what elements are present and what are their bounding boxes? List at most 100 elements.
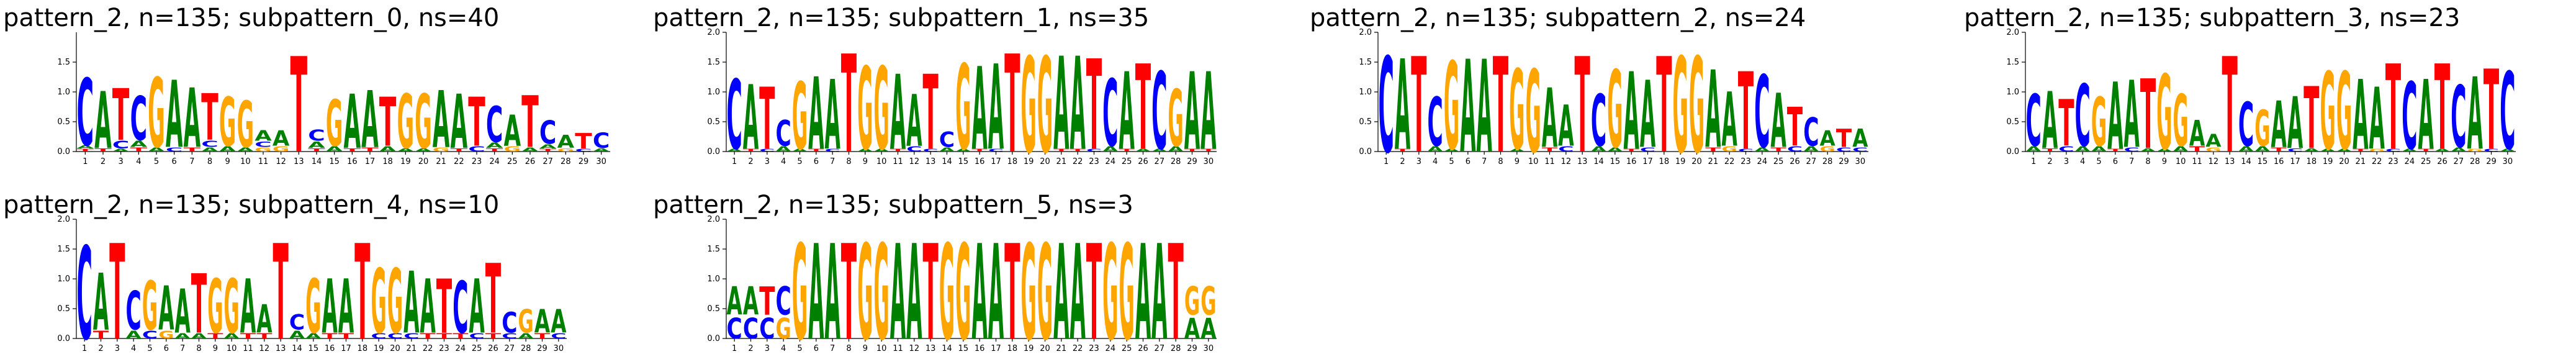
logo-letter-C: C <box>2026 80 2042 163</box>
logo-letter-T: T <box>338 332 354 340</box>
x-tick-label: 11 <box>893 157 903 166</box>
x-tick-label: 11 <box>258 157 269 166</box>
y-tick-label: 0.0 <box>707 147 720 157</box>
x-tick-label: 5 <box>797 157 802 166</box>
logo-letter-C: C <box>2500 52 2515 175</box>
x-tick-label: 13 <box>294 157 304 166</box>
x-tick-label: 14 <box>1593 157 1604 166</box>
logo-letter-A: A <box>175 332 191 340</box>
x-tick-label: 7 <box>1482 157 1487 166</box>
logo-letter-T: T <box>420 332 436 340</box>
y-tick-label: 0.0 <box>2006 147 2019 157</box>
logo-letter-T: T <box>1168 217 1184 354</box>
logo-letter-C: C <box>1803 109 1819 155</box>
logo-letter-A: A <box>2451 147 2467 153</box>
x-tick-label: 17 <box>2290 157 2300 166</box>
logo-letter-G: G <box>1607 48 1623 172</box>
x-tick-label: 6 <box>164 344 169 353</box>
x-tick-label: 17 <box>365 157 376 166</box>
logo-letter-A: A <box>2124 62 2140 170</box>
logo-letter-A: A <box>1771 78 1786 165</box>
x-tick-label: 23 <box>1089 157 1099 166</box>
logo-letter-A: A <box>808 57 824 173</box>
x-tick-label: 24 <box>2405 157 2415 166</box>
x-tick-label: 30 <box>1855 157 1866 166</box>
x-tick-label: 27 <box>1155 157 1165 166</box>
x-tick-label: 26 <box>1138 344 1148 353</box>
x-tick-label: 20 <box>2339 157 2349 166</box>
logo-letter-A: A <box>825 61 840 171</box>
logo-letter-A: A <box>1151 217 1167 354</box>
logo-letter-A: A <box>240 264 256 350</box>
logo-letter-T: T <box>1787 96 1803 158</box>
logo-letter-T: T <box>1119 148 1135 153</box>
logo-letter-G: G <box>1102 217 1118 354</box>
x-tick-label: 6 <box>814 344 819 353</box>
y-tick-label: 1.0 <box>57 275 70 284</box>
x-tick-label: 20 <box>418 157 429 166</box>
logo-letter-C: C <box>939 127 955 152</box>
x-tick-label: 30 <box>1204 344 1214 353</box>
x-tick-label: 21 <box>407 344 417 353</box>
logo-letter-G: G <box>939 217 955 354</box>
logo-letter-C: C <box>1852 147 1868 153</box>
logo-letter-T: T <box>207 332 223 340</box>
logo-letter-C: C <box>2484 148 2499 153</box>
x-tick-label: 5 <box>2096 157 2101 166</box>
logo-letter-A: A <box>322 264 338 350</box>
logo-letter-A: A <box>557 132 575 153</box>
x-tick-label: 8 <box>846 157 851 166</box>
logo-letter-A: A <box>415 148 432 153</box>
logo-letter-A: A <box>2026 145 2042 153</box>
logo-letter-A: A <box>2091 145 2107 153</box>
logo-letter-A: A <box>469 264 485 350</box>
logo-letter-G: G <box>1526 47 1541 178</box>
x-tick-label: 2 <box>748 157 753 166</box>
logo-letter-A: A <box>1803 145 1819 153</box>
logo-letter-C: C <box>453 267 468 350</box>
x-tick-label: 12 <box>909 157 920 166</box>
logo-letter-A: A <box>1200 51 1216 175</box>
logo-letter-G: G <box>397 79 415 166</box>
logo-letter-A: A <box>972 217 988 354</box>
logo-letter-T: T <box>759 279 775 324</box>
logo-letter-A: A <box>175 278 191 348</box>
x-tick-label: 5 <box>797 344 802 353</box>
x-tick-label: 29 <box>2486 157 2497 166</box>
logo-letter-A: A <box>112 148 130 153</box>
x-tick-label: 16 <box>325 344 335 353</box>
x-tick-label: 16 <box>975 344 985 353</box>
x-tick-label: 23 <box>1741 157 1751 166</box>
x-tick-label: 20 <box>1040 344 1050 353</box>
y-tick-label: 2.0 <box>707 215 720 224</box>
logo-letter-T: T <box>1395 148 1410 153</box>
x-tick-label: 9 <box>863 344 868 353</box>
logo-letter-A: A <box>130 139 148 149</box>
logo-letter-A: A <box>988 217 1004 354</box>
x-tick-label: 1 <box>82 344 87 353</box>
logo-letter-T: T <box>743 148 759 153</box>
x-tick-label: 24 <box>1106 157 1116 166</box>
x-tick-label: 12 <box>259 344 270 353</box>
logo-letter-G: G <box>1820 145 1835 153</box>
logo-letter-A: A <box>1722 77 1737 163</box>
logo-letter-G: G <box>254 146 272 153</box>
x-tick-label: 26 <box>2437 157 2448 166</box>
x-tick-label: 11 <box>243 344 253 353</box>
logo-letter-G: G <box>857 43 873 175</box>
logo-letter-A: A <box>1119 51 1135 175</box>
x-tick-label: 16 <box>347 157 358 166</box>
logo-letter-T: T <box>1200 148 1216 153</box>
logo-letter-C: C <box>1379 30 1394 183</box>
logo-letter-C: C <box>1754 56 1770 171</box>
logo-letter-A: A <box>2304 148 2320 153</box>
logo-letter-T: T <box>130 147 148 153</box>
logo-letter-C: C <box>1836 147 1852 153</box>
logo-letter-G: G <box>148 59 165 170</box>
logo-letter-A: A <box>2140 148 2156 153</box>
x-tick-label: 6 <box>814 157 819 166</box>
logo-letter-A: A <box>743 67 759 170</box>
logo-letter-G: G <box>792 65 808 171</box>
logo-letter-C: C <box>727 312 742 345</box>
x-tick-label: 11 <box>893 344 903 353</box>
